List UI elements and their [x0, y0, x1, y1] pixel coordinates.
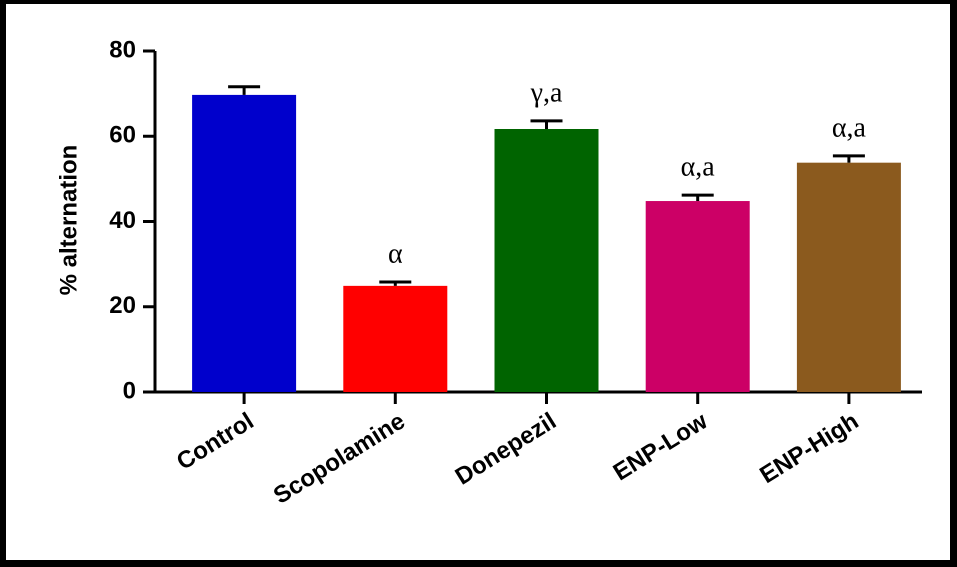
y-tick-label: 40	[109, 207, 136, 234]
bar	[796, 162, 901, 392]
bar	[343, 285, 448, 392]
bar	[645, 201, 750, 392]
annotation: γ,a	[530, 77, 563, 108]
y-tick-label: 60	[109, 122, 136, 149]
annotation: α	[388, 238, 403, 269]
y-tick-label: 0	[123, 377, 136, 404]
y-tick-label: 80	[109, 36, 136, 63]
bar	[494, 129, 599, 392]
panel	[6, 4, 950, 560]
annotation: α,a	[681, 151, 716, 182]
y-tick-label: 20	[109, 292, 136, 319]
y-axis-label: % alternation	[55, 145, 82, 296]
bar	[192, 94, 297, 392]
annotation: α,a	[832, 112, 867, 143]
